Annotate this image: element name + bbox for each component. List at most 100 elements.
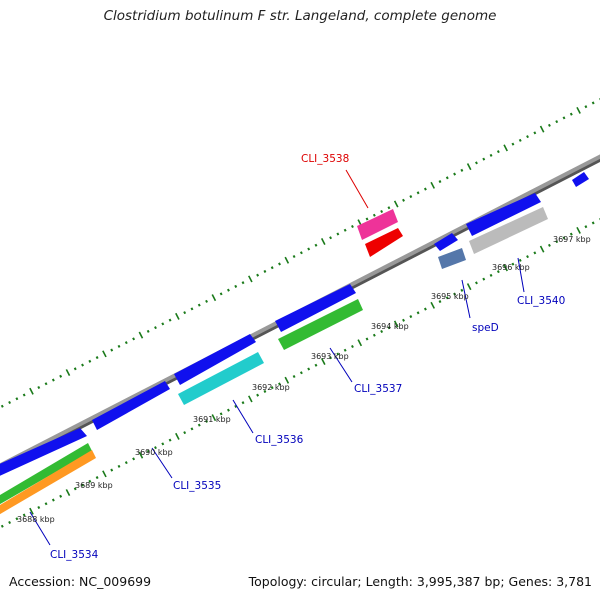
minor-tick	[270, 266, 274, 270]
minor-tick	[402, 198, 405, 202]
minor-tick	[591, 101, 595, 105]
cds-feature-cli-3540-gray	[469, 207, 548, 254]
minor-tick	[227, 408, 230, 412]
minor-tick	[423, 307, 427, 311]
minor-tick	[372, 333, 376, 337]
minor-tick	[95, 356, 99, 360]
cds-feature-sped	[434, 233, 458, 251]
minor-tick	[132, 457, 136, 461]
leader-cli-3536	[232, 399, 254, 434]
kbp-label: 3696 kbp	[492, 263, 530, 272]
major-tick	[503, 264, 508, 272]
minor-tick	[409, 315, 413, 319]
minor-tick	[8, 400, 12, 405]
kbp-label: 3697 kbp	[553, 235, 591, 244]
minor-tick	[336, 352, 340, 356]
minor-tick	[292, 254, 296, 258]
cds-feature-edge	[572, 172, 589, 187]
minor-tick	[489, 273, 493, 277]
minor-tick	[51, 378, 55, 382]
minor-tick	[496, 150, 500, 154]
minor-tick	[59, 374, 63, 378]
gene-label-cli-3536: CLI_3536	[255, 434, 304, 446]
minor-tick	[569, 112, 573, 116]
minor-tick	[496, 270, 500, 274]
minor-tick	[197, 423, 201, 427]
minor-tick	[197, 303, 201, 307]
minor-tick	[22, 393, 26, 397]
minor-tick	[154, 446, 157, 450]
minor-tick	[292, 374, 296, 378]
leader-cli-3535	[151, 447, 173, 479]
minor-tick	[110, 348, 114, 352]
minor-tick	[343, 348, 347, 352]
minor-tick	[256, 393, 260, 397]
minor-tick	[307, 367, 311, 371]
major-tick	[102, 350, 107, 358]
minor-tick	[59, 494, 63, 498]
minor-tick	[81, 483, 84, 487]
minor-tick	[234, 404, 238, 408]
gene-label-cli-3534: CLI_3534	[50, 549, 99, 561]
major-tick	[65, 369, 71, 377]
minor-tick	[0, 404, 4, 408]
minor-tick	[190, 307, 194, 311]
cds-feature-cli-3538-red	[365, 228, 403, 257]
minor-tick	[416, 311, 420, 315]
minor-tick	[460, 168, 464, 172]
gene-label-sped: speD	[472, 322, 499, 334]
minor-tick	[526, 135, 529, 139]
major-tick	[539, 125, 545, 133]
minor-tick	[533, 251, 537, 255]
gene-label-cli-3540: CLI_3540	[517, 295, 565, 307]
minor-tick	[314, 363, 318, 367]
cds-feature-sped-steel	[438, 248, 466, 269]
minor-tick	[256, 273, 260, 277]
cds-feature-cli-3535-forward	[92, 381, 170, 430]
major-tick	[430, 301, 436, 309]
minor-tick	[351, 224, 354, 229]
minor-tick	[190, 427, 194, 431]
minor-tick	[205, 299, 208, 303]
minor-tick	[278, 262, 281, 266]
major-tick	[102, 470, 107, 478]
major-tick	[539, 245, 545, 253]
minor-tick	[241, 281, 245, 285]
accession-label: Accession: NC_009699	[9, 574, 152, 589]
minor-tick	[168, 438, 172, 442]
minor-tick	[270, 386, 274, 390]
minor-tick	[117, 344, 121, 348]
minor-tick	[438, 180, 442, 184]
minor-tick	[37, 506, 41, 510]
minor-tick	[154, 326, 157, 330]
major-tick	[248, 395, 253, 403]
minor-tick	[445, 296, 449, 300]
leader-cli-3534	[29, 511, 51, 546]
minor-tick	[482, 277, 486, 281]
minor-tick	[241, 401, 245, 405]
major-tick	[248, 275, 253, 283]
major-tick	[211, 414, 217, 422]
tick-marks	[0, 98, 600, 528]
minor-tick	[227, 288, 230, 292]
major-tick	[29, 387, 34, 395]
minor-tick	[110, 468, 114, 472]
gene-label-cli-3538: CLI_3538	[301, 153, 349, 165]
kbp-label: 3690 kbp	[135, 448, 173, 457]
minor-tick	[263, 389, 267, 393]
minor-tick	[416, 191, 420, 195]
major-tick	[284, 256, 290, 264]
leader-cli-3540	[517, 257, 525, 293]
minor-tick	[343, 228, 347, 232]
minor-tick	[387, 326, 391, 330]
minor-tick	[73, 487, 77, 491]
major-tick	[503, 144, 508, 152]
cds-feature-cli-3537-forward	[275, 284, 356, 332]
major-tick	[211, 294, 217, 302]
minor-tick	[533, 131, 537, 135]
minor-tick	[380, 330, 384, 334]
minor-tick	[569, 232, 573, 236]
minor-tick	[44, 502, 48, 506]
minor-tick	[81, 363, 84, 367]
